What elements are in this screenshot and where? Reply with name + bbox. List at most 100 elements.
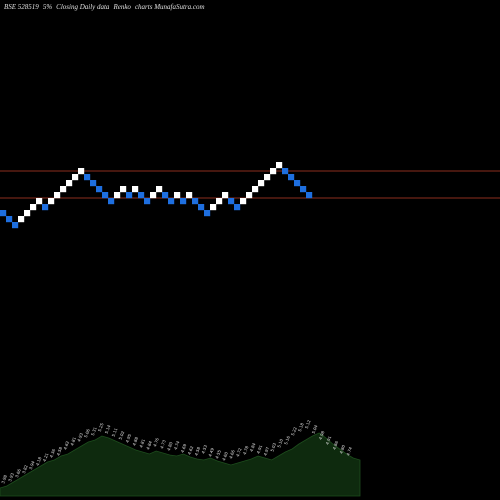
volume-label: 4.74 <box>345 446 353 457</box>
renko-brick-up <box>78 168 85 175</box>
renko-brick-up <box>30 204 37 211</box>
renko-brick-up <box>156 186 163 193</box>
volume-label: 3.98 <box>0 474 8 485</box>
description-label: Closing Daily data <box>56 3 110 11</box>
volume-label: 5.06 <box>83 428 91 439</box>
volume-label: 4.74 <box>173 440 181 451</box>
renko-brick-up <box>36 198 43 205</box>
volume-label: 4.93 <box>76 432 84 443</box>
volume-label: 4.95 <box>124 433 132 444</box>
volume-label: 4.76 <box>152 437 160 448</box>
chart-header: BSE 528519 5% Closing Daily data Renko chart… <box>4 3 209 11</box>
volume-label: 4.18 <box>35 456 43 467</box>
volume-label: 4.62 <box>62 440 70 451</box>
volume-label: 5.22 <box>290 426 298 437</box>
renko-brick-down <box>42 204 49 211</box>
renko-brick-down <box>126 192 133 199</box>
volume-label: 5.25 <box>97 422 105 433</box>
volume-label: 4.88 <box>131 436 139 447</box>
volume-label: 4.36 <box>49 448 57 459</box>
renko-brick-up <box>276 162 283 169</box>
volume-label: 5.18 <box>297 422 305 433</box>
brick-size-label: 5% <box>42 3 53 11</box>
renko-brick-down <box>306 192 313 199</box>
volume-area <box>0 432 361 497</box>
renko-brick-down <box>288 174 295 181</box>
volume-label: 4.58 <box>193 446 201 457</box>
volume-label: 5.04 <box>311 424 319 435</box>
renko-brick-up <box>150 192 157 199</box>
volume-label: 4.49 <box>207 447 215 458</box>
renko-brick-up <box>132 186 139 193</box>
volume-label: 4.60 <box>221 451 229 462</box>
symbol-label: BSE 528519 <box>4 3 39 11</box>
volume-label: 5.11 <box>111 427 119 438</box>
renko-brick-down <box>138 192 145 199</box>
renko-brick-up <box>252 186 259 193</box>
volume-label: 5.12 <box>304 419 312 430</box>
renko-brick-down <box>228 198 235 205</box>
volume-label: 3.82 <box>21 464 29 475</box>
renko-brick-up <box>186 192 193 199</box>
volume-label: 4.91 <box>256 444 264 455</box>
renko-brick-up <box>240 198 247 205</box>
renko-brick-down <box>0 210 7 217</box>
renko-brick-up <box>48 198 55 205</box>
renko-brick-down <box>90 180 97 187</box>
volume-label: 4.97 <box>262 446 270 457</box>
volume-label: 4.21 <box>42 452 50 463</box>
volume-label: 4.80 <box>338 444 346 455</box>
renko-brick-down <box>12 222 19 229</box>
volume-label: 4.69 <box>180 443 188 454</box>
volume-label: 5.31 <box>90 426 98 437</box>
renko-brick-down <box>6 216 13 223</box>
volume-label: 3.93 <box>7 472 15 483</box>
renko-brick-up <box>210 204 217 211</box>
renko-brick-down <box>300 186 307 193</box>
renko-brick-down <box>108 198 115 205</box>
renko-brick-down <box>192 198 199 205</box>
renko-brick-up <box>174 192 181 199</box>
renko-brick-up <box>216 198 223 205</box>
renko-brick-down <box>162 192 169 199</box>
volume-label: 4.53 <box>200 444 208 455</box>
renko-brick-up <box>246 192 253 199</box>
renko-brick-up <box>72 174 79 181</box>
volume-label: 4.81 <box>138 438 146 449</box>
renko-brick-up <box>114 192 121 199</box>
renko-brick-up <box>18 216 25 223</box>
volume-label: 4.84 <box>249 442 257 453</box>
volume-label: 4.55 <box>214 449 222 460</box>
volume-label: 3.94 <box>28 460 36 471</box>
renko-brick-down <box>168 198 175 205</box>
renko-brick-up <box>24 210 31 217</box>
renko-brick-up <box>222 192 229 199</box>
renko-brick-down <box>294 180 301 187</box>
volume-label: 5.14 <box>104 424 112 435</box>
volume-label: 4.58 <box>55 446 63 457</box>
brand-label: charts MunafaSutra.com <box>134 3 205 11</box>
renko-brick-down <box>144 198 151 205</box>
renko-brick-down <box>204 210 211 217</box>
renko-brick-down <box>96 186 103 193</box>
volume-label: 5.02 <box>118 430 126 441</box>
renko-brick-down <box>198 204 205 211</box>
renko-brick-down <box>234 204 241 211</box>
renko-brick-down <box>282 168 289 175</box>
volume-label: 5.03 <box>269 442 277 453</box>
volume-label: 4.80 <box>166 441 174 452</box>
renko-brick-down <box>180 198 187 205</box>
renko-brick-up <box>264 174 271 181</box>
volume-label: 5.16 <box>283 435 291 446</box>
renko-brick-up <box>258 180 265 187</box>
renko-brick-down <box>102 192 109 199</box>
volume-label: 4.72 <box>235 447 243 458</box>
renko-brick-down <box>84 174 91 181</box>
volume-label: 4.62 <box>187 445 195 456</box>
renko-brick-up <box>270 168 277 175</box>
volume-label: 3.66 <box>14 468 22 479</box>
renko-brick-up <box>54 192 61 199</box>
renko-brick-up <box>120 186 127 193</box>
